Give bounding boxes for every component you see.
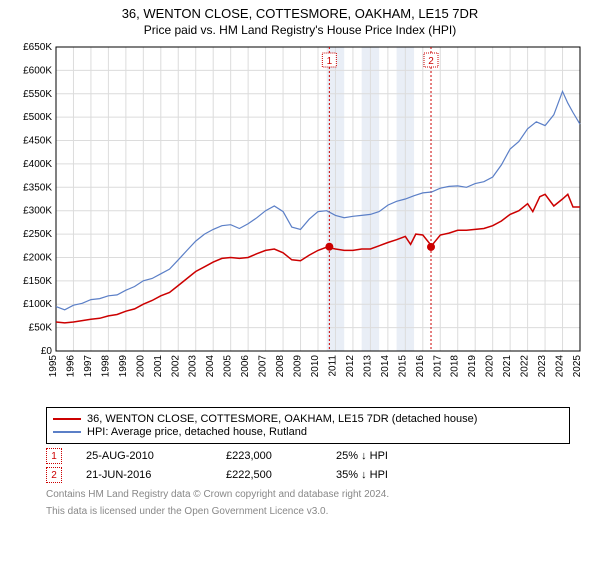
legend-label-blue: HPI: Average price, detached house, Rutl… [87, 426, 307, 438]
sales-table: 1 25-AUG-2010 £223,000 25% ↓ HPI 2 21-JU… [46, 448, 570, 483]
svg-text:2009: 2009 [293, 355, 304, 378]
svg-text:1995: 1995 [48, 355, 59, 378]
svg-text:£350K: £350K [23, 182, 52, 193]
legend-swatch-red [53, 418, 81, 420]
svg-text:2003: 2003 [188, 355, 199, 378]
svg-text:£200K: £200K [23, 252, 52, 263]
legend: 36, WENTON CLOSE, COTTESMORE, OAKHAM, LE… [46, 407, 570, 444]
sale-row: 1 25-AUG-2010 £223,000 25% ↓ HPI [46, 448, 570, 464]
svg-text:£50K: £50K [29, 323, 53, 334]
svg-text:2012: 2012 [345, 355, 356, 378]
footer-line-2: This data is licensed under the Open Gov… [46, 506, 570, 517]
sale-date: 21-JUN-2016 [86, 469, 226, 481]
svg-text:2002: 2002 [170, 355, 181, 378]
footer-line-1: Contains HM Land Registry data © Crown c… [46, 489, 570, 500]
svg-text:£550K: £550K [23, 89, 52, 100]
svg-text:2020: 2020 [485, 355, 496, 378]
line-chart: £0£50K£100K£150K£200K£250K£300K£350K£400… [10, 41, 590, 401]
svg-text:2010: 2010 [310, 355, 321, 378]
svg-text:2023: 2023 [537, 355, 548, 378]
svg-text:£500K: £500K [23, 112, 52, 123]
svg-text:2: 2 [428, 56, 434, 67]
svg-text:2011: 2011 [327, 355, 338, 377]
svg-text:£250K: £250K [23, 229, 52, 240]
svg-text:2015: 2015 [397, 355, 408, 378]
svg-text:£650K: £650K [23, 42, 52, 53]
svg-text:£400K: £400K [23, 159, 52, 170]
svg-text:£100K: £100K [23, 299, 52, 310]
svg-text:2018: 2018 [450, 355, 461, 378]
svg-text:£300K: £300K [23, 206, 52, 217]
legend-row-blue: HPI: Average price, detached house, Rutl… [53, 426, 563, 438]
sale-marker-icon: 2 [46, 467, 62, 483]
svg-text:2016: 2016 [415, 355, 426, 378]
svg-text:2001: 2001 [153, 355, 164, 378]
svg-text:1997: 1997 [83, 355, 94, 378]
sale-note: 35% ↓ HPI [336, 469, 388, 481]
svg-text:2006: 2006 [240, 355, 251, 378]
legend-label-red: 36, WENTON CLOSE, COTTESMORE, OAKHAM, LE… [87, 413, 477, 425]
chart-area: £0£50K£100K£150K£200K£250K£300K£350K£400… [10, 41, 590, 401]
svg-text:2024: 2024 [555, 355, 566, 378]
svg-text:2005: 2005 [223, 355, 234, 378]
svg-text:2013: 2013 [362, 355, 373, 378]
svg-text:1998: 1998 [100, 355, 111, 378]
legend-swatch-blue [53, 431, 81, 433]
svg-text:£150K: £150K [23, 276, 52, 287]
svg-text:1: 1 [327, 56, 333, 67]
svg-text:2021: 2021 [502, 355, 513, 378]
sale-price: £222,500 [226, 469, 336, 481]
chart-subtitle: Price paid vs. HM Land Registry's House … [0, 23, 600, 37]
sale-note: 25% ↓ HPI [336, 450, 388, 462]
svg-text:2014: 2014 [380, 355, 391, 378]
sale-date: 25-AUG-2010 [86, 450, 226, 462]
svg-text:£600K: £600K [23, 65, 52, 76]
svg-text:2025: 2025 [572, 355, 583, 378]
svg-text:2019: 2019 [467, 355, 478, 378]
svg-text:2007: 2007 [258, 355, 269, 378]
svg-text:1999: 1999 [118, 355, 129, 378]
sale-row: 2 21-JUN-2016 £222,500 35% ↓ HPI [46, 467, 570, 483]
svg-text:2000: 2000 [135, 355, 146, 378]
sale-marker-icon: 1 [46, 448, 62, 464]
svg-text:2022: 2022 [520, 355, 531, 378]
svg-text:2004: 2004 [205, 355, 216, 378]
chart-title: 36, WENTON CLOSE, COTTESMORE, OAKHAM, LE… [0, 6, 600, 21]
svg-text:£450K: £450K [23, 136, 52, 147]
svg-text:2017: 2017 [432, 355, 443, 378]
svg-text:1996: 1996 [65, 355, 76, 378]
svg-text:2008: 2008 [275, 355, 286, 378]
legend-row-red: 36, WENTON CLOSE, COTTESMORE, OAKHAM, LE… [53, 413, 563, 425]
sale-price: £223,000 [226, 450, 336, 462]
